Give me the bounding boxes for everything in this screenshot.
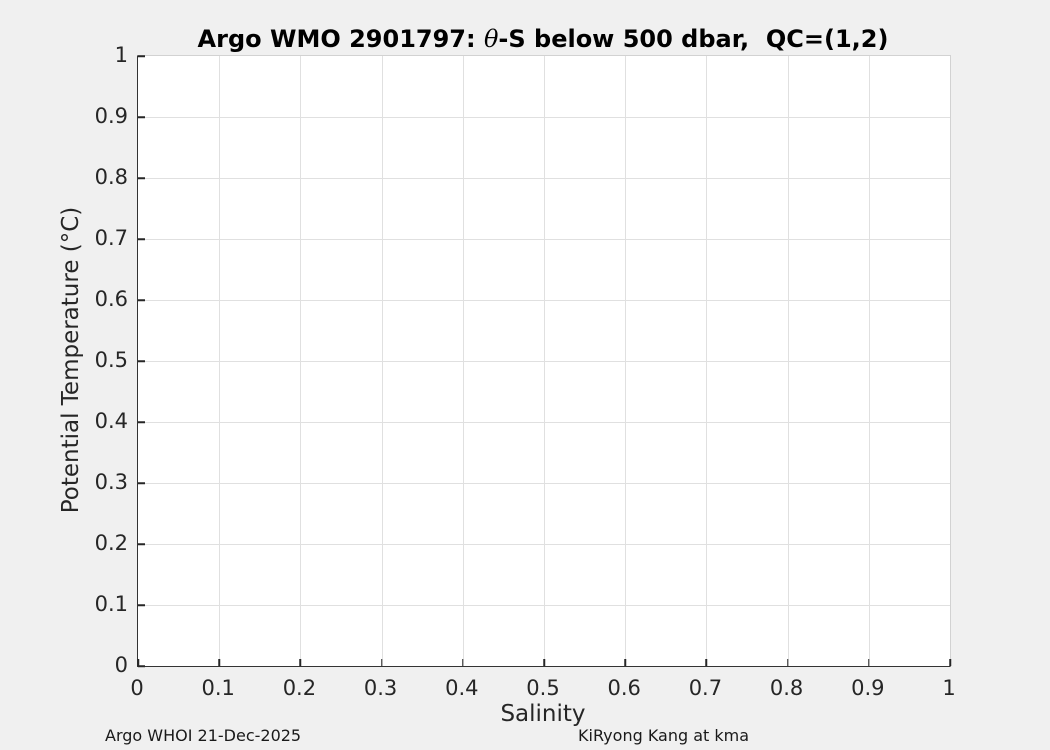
y-tick-label: 0.7 (94, 226, 128, 250)
gridline-vertical (706, 56, 708, 666)
x-tick-mark (705, 659, 708, 666)
gridline-horizontal (138, 361, 950, 362)
y-tick-label: 0.2 (94, 531, 128, 555)
y-tick-label: 0 (114, 653, 128, 677)
gridline-horizontal (138, 422, 950, 423)
x-tick-label: 0.7 (688, 676, 723, 700)
footer-annotation-right: KiRyong Kang at kma (578, 726, 750, 745)
x-tick-label: 0.1 (201, 676, 235, 700)
chart-title-prefix: Argo WMO 2901797: (197, 25, 484, 53)
x-tick-mark (868, 659, 870, 666)
y-tick-label: 0.1 (94, 592, 128, 616)
x-tick-mark (218, 659, 220, 666)
x-tick-label: 0.3 (363, 676, 398, 700)
gridline-horizontal (138, 544, 950, 545)
y-tick-mark (138, 665, 145, 667)
x-tick-mark (137, 659, 139, 666)
x-tick-label: 0.4 (445, 676, 479, 700)
y-tick-label: 0.3 (94, 470, 128, 494)
x-tick-mark (786, 659, 789, 666)
chart-title-suffix: -S below 500 dbar, QC=(1,2) (498, 25, 889, 53)
x-tick-label: 0.2 (282, 676, 317, 700)
gridline-horizontal (138, 605, 950, 606)
y-tick-mark (138, 116, 145, 118)
y-tick-label: 0.5 (94, 348, 128, 372)
x-axis-label: Salinity (500, 701, 586, 727)
footer-annotation-left: Argo WHOI 21-Dec-2025 (105, 726, 302, 745)
x-tick-mark (380, 659, 383, 666)
y-tick-mark (138, 299, 145, 301)
y-tick-label: 0.6 (94, 287, 128, 311)
gridline-horizontal (138, 483, 950, 484)
y-tick-label: 1 (114, 43, 128, 67)
gridline-vertical (868, 56, 870, 666)
y-tick-mark (138, 360, 145, 362)
gridline-vertical (625, 56, 627, 666)
x-tick-mark (949, 659, 951, 666)
x-tick-mark (543, 659, 545, 666)
x-tick-label: 0.9 (851, 676, 885, 700)
gridline-vertical (787, 56, 789, 666)
x-tick-label: 0.8 (769, 676, 804, 700)
x-tick-label: 0.6 (607, 676, 641, 700)
x-tick-mark (624, 659, 626, 666)
y-tick-label: 0.9 (94, 104, 128, 128)
y-tick-mark (138, 55, 145, 57)
x-tick-label: 1 (942, 676, 956, 700)
y-tick-mark (138, 238, 145, 240)
x-tick-label: 0.5 (526, 676, 560, 700)
y-tick-label: 0.8 (94, 165, 128, 189)
y-tick-mark (138, 482, 145, 484)
x-tick-label: 0 (130, 676, 144, 700)
y-tick-label: 0.4 (94, 409, 128, 433)
y-tick-mark (138, 177, 145, 179)
chart-title: Argo WMO 2901797: θ-S below 500 dbar, QC… (137, 25, 949, 53)
x-tick-mark (299, 659, 302, 666)
y-axis-label: Potential Temperature (°C) (58, 206, 84, 514)
y-tick-mark (138, 421, 145, 423)
y-tick-mark (138, 543, 145, 545)
y-tick-mark (138, 604, 145, 606)
theta-symbol: θ (483, 25, 499, 53)
plot-area (137, 55, 951, 667)
x-tick-mark (462, 659, 464, 666)
